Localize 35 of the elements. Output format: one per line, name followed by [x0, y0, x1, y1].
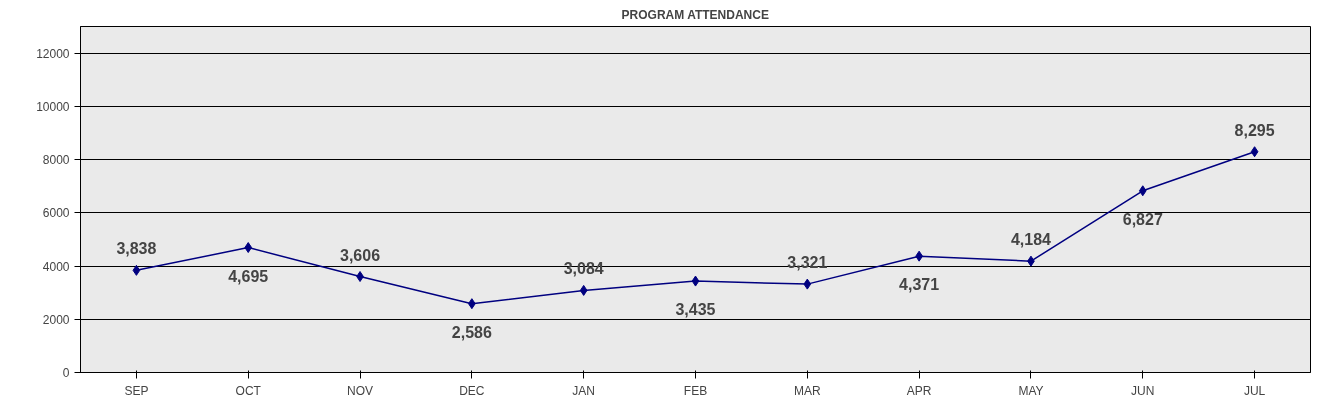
x-tick-label: NOV	[347, 383, 374, 398]
data-label: 4,695	[228, 267, 269, 285]
x-tick-label: MAY	[1018, 383, 1044, 398]
y-tick-label: 12000	[36, 46, 70, 61]
data-label: 4,371	[899, 276, 940, 294]
x-tick-label: SEP	[124, 383, 149, 398]
point	[803, 278, 812, 290]
data-label: 6,827	[1122, 210, 1163, 228]
x-tick-label: JUL	[1243, 383, 1266, 398]
x-tick-label: DEC	[459, 383, 485, 398]
data-label: 3,606	[340, 246, 381, 264]
point	[132, 264, 141, 276]
point	[1250, 146, 1259, 158]
chart-title: PROGRAM ATTENDANCE	[621, 7, 769, 22]
x-tick-label: JAN	[572, 383, 596, 398]
point	[579, 284, 588, 296]
x-tick-label: FEB	[683, 383, 708, 398]
y-tick-label: 4000	[42, 259, 70, 274]
data-label: 3,435	[675, 301, 716, 319]
data-label: 3,838	[116, 240, 157, 258]
y-tick-label: 8000	[42, 153, 70, 168]
x-tick-label: APR	[906, 383, 932, 398]
y-tick-label: 0	[62, 366, 70, 380]
data-label: 8,295	[1234, 121, 1275, 139]
point	[691, 275, 700, 287]
x-tick-label: JUN	[1131, 383, 1155, 398]
y-tick-label: 2000	[42, 312, 70, 327]
y-tick-label: 6000	[42, 206, 70, 221]
data-label: 2,586	[451, 323, 492, 341]
point	[244, 242, 253, 254]
y-tick-label: 10000	[36, 99, 70, 114]
x-tick-label: MAR	[793, 383, 821, 398]
point	[1138, 185, 1147, 197]
data-label: 4,184	[1010, 231, 1052, 249]
x-tick-label: OCT	[235, 383, 262, 398]
